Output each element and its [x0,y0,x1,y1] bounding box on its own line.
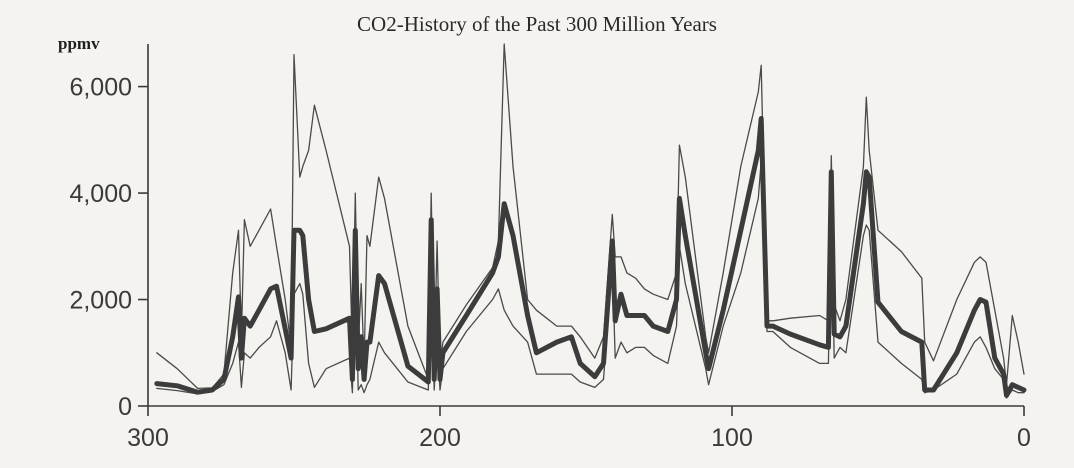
series-layer [154,43,1027,399]
chart-title: CO2-History of the Past 300 Million Year… [357,12,717,36]
y-tick-layer: 0 2,000 4,000 6,000 [69,74,148,421]
x-tick-layer: 300 200 100 0 [127,406,1031,452]
y-tick-label: 2,000 [69,287,132,315]
y-tick-label: 4,000 [69,180,132,208]
series-line-lower [156,160,1025,399]
y-tick-label: 0 [118,393,132,421]
x-tick-label: 0 [1017,424,1031,452]
x-tick-label: 100 [711,424,753,452]
x-tick-label: 200 [419,424,461,452]
series-line-upper [156,43,1025,390]
y-axis-label: ppmv [58,34,100,53]
y-tick-label: 6,000 [69,74,132,102]
series-line-mean [154,116,1027,398]
x-tick-label: 300 [127,424,169,452]
